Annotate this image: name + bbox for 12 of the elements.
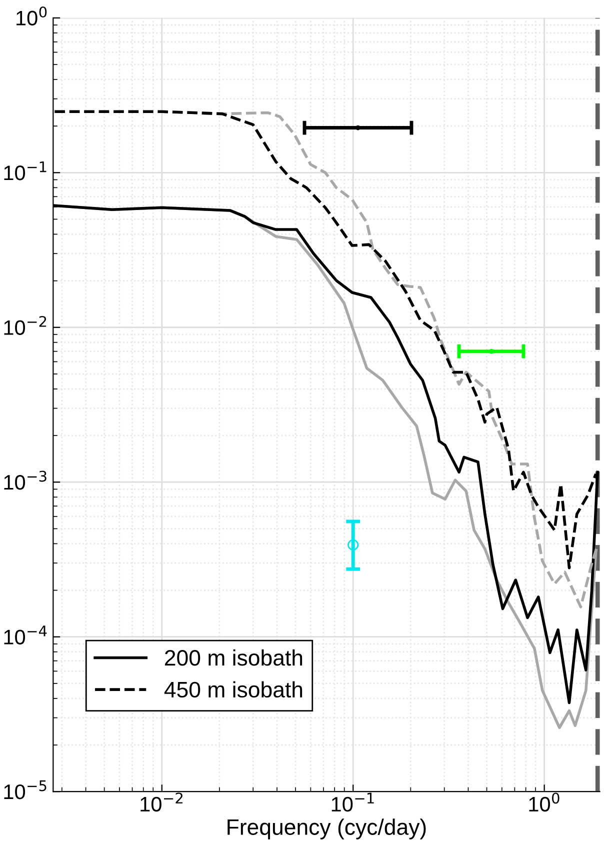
legend-label: 450 m isobath [164,681,302,698]
y-tick-label: 10$^{−5}$ [4,780,46,800]
y-tick-label: 10$^{−3}$ [4,470,46,490]
legend-label: 200 m isobath [165,649,302,666]
x-axis-title: Frequency (cyc/day) [228,818,426,840]
x-tick-label: 10$^{−1}$ [332,792,374,812]
y-tick-label: 10$^{−1}$ [4,161,46,180]
x-tick-label: 10$^{0}$ [529,792,560,812]
y-tick-label: 10$^{−2}$ [4,316,46,335]
y-tick-label: 10$^{−4}$ [4,626,47,644]
x-tick-label: 10$^{−2}$ [140,792,182,812]
y-tick-label: 10$^{0}$ [16,6,47,26]
